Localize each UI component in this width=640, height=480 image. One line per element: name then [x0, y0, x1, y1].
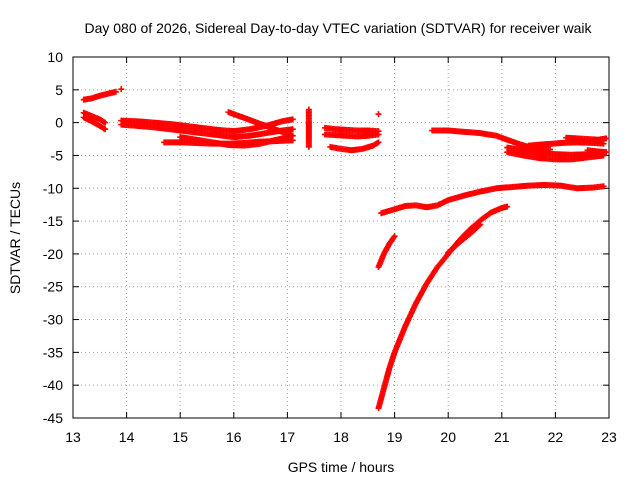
y-tick-label: -30 — [43, 312, 63, 328]
data-point — [305, 143, 312, 150]
chart-title: Day 080 of 2026, Sidereal Day-to-day VTE… — [84, 20, 592, 36]
x-axis-label: GPS time / hours — [288, 459, 395, 475]
data-point — [600, 183, 607, 190]
series-arc11 — [321, 124, 382, 135]
y-tick-label: -20 — [43, 246, 63, 262]
data-point — [375, 131, 382, 138]
x-tick-label: 22 — [548, 429, 564, 445]
data-point — [476, 222, 483, 229]
x-tick-label: 23 — [601, 429, 617, 445]
series-arc18 — [445, 221, 484, 256]
series-arc16 — [375, 233, 398, 271]
series-arc1 — [80, 88, 119, 103]
y-tick-label: 5 — [55, 82, 63, 98]
data-point — [102, 119, 109, 126]
x-tick-label: 20 — [440, 429, 456, 445]
series-arc12 — [321, 131, 382, 140]
x-tick-label: 21 — [494, 429, 510, 445]
x-tick-label: 13 — [65, 429, 81, 445]
plot-frame — [72, 56, 610, 419]
data-point — [118, 86, 125, 93]
series-arc24 — [584, 147, 610, 156]
axis-ticks: 13 14 15 16 17 18 19 20 21 22 23 10 5 0 -5 -10 -15 -20 -25… — [43, 49, 617, 445]
series-arc17 — [375, 203, 511, 412]
y-tick-label: -10 — [43, 180, 63, 196]
x-tick-label: 15 — [172, 429, 188, 445]
data-point — [477, 221, 484, 228]
x-tick-label: 14 — [119, 429, 135, 445]
series-arc23 — [563, 134, 610, 143]
y-tick-label: -40 — [43, 377, 63, 393]
y-tick-label: 10 — [47, 49, 63, 65]
data-point — [504, 203, 511, 210]
series-arc9 — [225, 109, 296, 139]
y-tick-label: -45 — [43, 410, 63, 426]
data-point — [375, 139, 382, 146]
x-tick-label: 19 — [387, 429, 403, 445]
data-points — [80, 86, 610, 412]
data-point — [102, 126, 109, 133]
data-point — [289, 116, 296, 123]
series-arc13 — [327, 139, 382, 154]
y-tick-label: -15 — [43, 213, 63, 229]
x-tick-label: 18 — [333, 429, 349, 445]
y-axis-label: SDTVAR / TECUs — [7, 182, 23, 294]
series-arc4 — [80, 114, 109, 133]
data-point — [112, 88, 119, 95]
y-tick-label: -25 — [43, 279, 63, 295]
series-arc15 — [378, 181, 607, 217]
y-tick-label: 0 — [55, 115, 63, 131]
data-point — [603, 149, 610, 156]
series-arc14 — [375, 111, 382, 118]
data-point — [375, 111, 382, 118]
y-tick-label: -5 — [51, 147, 64, 163]
data-point — [391, 233, 398, 240]
series-arc3 — [80, 109, 109, 126]
series-arc8 — [177, 134, 291, 149]
x-tick-label: 17 — [280, 429, 296, 445]
data-point — [289, 132, 296, 139]
data-point — [289, 126, 296, 133]
data-point — [603, 135, 610, 142]
y-tick-label: -35 — [43, 344, 63, 360]
x-tick-label: 16 — [226, 429, 242, 445]
series-arc2 — [118, 86, 125, 93]
series-arc10 — [305, 106, 312, 150]
